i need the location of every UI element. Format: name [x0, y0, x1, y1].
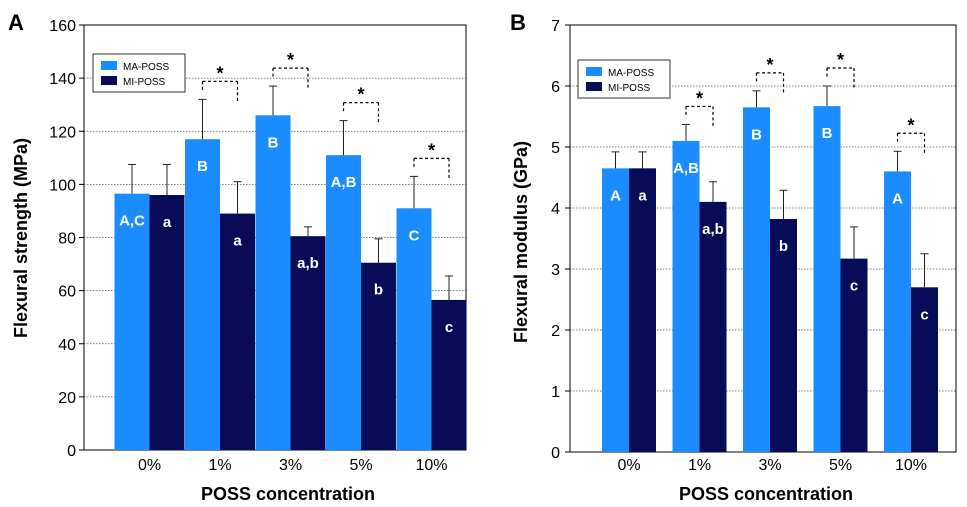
panel-b-label: B	[510, 10, 526, 35]
panel-a-y-tick-label: 140	[49, 71, 76, 88]
panel-b-x-axis-title: POSS concentration	[679, 484, 853, 504]
chart-panel-a: A 0 20 40 60 80 100 120 140 160 A,C a 0% Ba 1% * Ba,b 3%…	[8, 10, 467, 504]
panel-a-y-tick-label: 100	[49, 177, 76, 194]
panel-b-legend-box	[577, 59, 671, 99]
panel-a-bar-letter-label: a	[233, 233, 242, 250]
panel-b-bar-mi-poss	[911, 287, 938, 452]
panel-a-bar-letter-label: A,C	[119, 213, 145, 230]
panel-a-y-tick-label: 60	[58, 284, 76, 301]
panel-a-bar-letter-label: c	[445, 319, 453, 336]
panel-a-bar-ma-poss	[185, 139, 220, 450]
panel-a-plot: 0 20 40 60 80 100 120 140 160 A,C a 0% Ba 1% * Ba,b 3% * A…	[49, 18, 467, 474]
panel-a-bar-letter-label: a	[163, 214, 172, 231]
panel-b-bar-mi-poss	[699, 201, 727, 452]
panel-b-bar-letter-label: B	[822, 125, 833, 142]
panel-b-x-tick-label: 10%	[895, 457, 927, 474]
panel-b-bar-ma-poss	[672, 140, 700, 452]
panel-a-y-tick-label: 160	[49, 18, 76, 35]
panel-a-significance-star: *	[287, 50, 294, 70]
panel-a-legend-label: MI-POSS	[123, 77, 166, 88]
panel-a-x-tick-label: 0%	[138, 457, 161, 474]
panel-b-significance-star: *	[766, 55, 773, 75]
panel-a-bar-ma-poss	[114, 193, 150, 450]
panel-b-x-tick-label: 5%	[829, 457, 852, 474]
panel-b-y-tick-label: 7	[551, 18, 560, 35]
panel-b-y-tick-label: 4	[551, 201, 560, 218]
panel-a-bar-letter-label: B	[197, 158, 208, 175]
panel-b-legend-label: MA-POSS	[608, 68, 654, 79]
panel-a-x-tick-label: 1%	[208, 457, 231, 474]
panel-a-y-tick-label: 40	[58, 337, 76, 354]
panel-a-bar-letter-label: C	[409, 227, 420, 244]
panel-a-significance-star: *	[216, 63, 223, 83]
panel-b-significance-star: *	[907, 115, 914, 135]
panel-b-plot: 0 1 2 3 4 5 6 7 A a 0% A,B a,b 1% * Bb 3% * Bc 5% * Ac 10% * MA-…	[551, 18, 957, 474]
panel-b-bar-letter-label: a	[638, 187, 647, 204]
panel-b-bar-mi-poss	[770, 218, 797, 452]
panel-a-legend-swatch	[101, 76, 117, 85]
panel-b-bar-mi-poss	[629, 168, 656, 452]
panel-a-bar-letter-label: B	[268, 134, 279, 151]
panel-b-significance-star: *	[837, 50, 844, 70]
panel-a-bar-letter-label: a,b	[297, 255, 319, 272]
panel-b-bar-letter-label: A	[610, 187, 621, 204]
panel-a-y-tick-label: 120	[49, 124, 76, 141]
panel-b-legend-label: MI-POSS	[608, 83, 651, 94]
panel-b-legend-swatch	[586, 67, 602, 76]
panel-a-x-tick-label: 10%	[415, 457, 447, 474]
panel-b-y-tick-label: 5	[551, 140, 560, 157]
panel-a-legend-swatch	[101, 61, 117, 70]
panel-a-bar-letter-label: b	[374, 282, 383, 299]
panel-a-bar-mi-poss	[290, 236, 326, 450]
panel-a-bar-mi-poss	[220, 213, 255, 450]
panel-b-bar-letter-label: c	[850, 278, 858, 295]
panel-a-label: A	[8, 10, 24, 35]
panel-b-legend-swatch	[586, 82, 602, 91]
panel-a-x-axis-title: POSS concentration	[201, 484, 375, 504]
panel-b-bar-letter-label: A,B	[673, 160, 699, 177]
panel-a-bar-mi-poss	[361, 262, 396, 450]
chart-panel-b: B 0 1 2 3 4 5 6 7 A a 0% A,B a,b 1% * Bb 3% * Bc 5% * Ac 10% * M…	[510, 10, 957, 504]
panel-b-bar-letter-label: b	[779, 238, 788, 255]
panel-b-bar-ma-poss	[743, 107, 770, 452]
panel-a-x-tick-label: 3%	[279, 457, 302, 474]
panel-a-significance-star: *	[428, 140, 435, 160]
panel-a-bar-ma-poss	[255, 115, 291, 450]
panel-b-bar-ma-poss	[813, 106, 841, 452]
panel-b-significance-star: *	[696, 88, 703, 108]
panel-b-bar-mi-poss	[840, 258, 868, 452]
panel-a-y-axis-title: Flexural strength (MPa)	[11, 138, 31, 338]
panel-a-x-tick-label: 5%	[349, 457, 372, 474]
panel-b-x-tick-label: 0%	[617, 457, 640, 474]
panel-b-bar-letter-label: a,b	[702, 221, 724, 238]
panel-a-y-tick-label: 20	[58, 390, 76, 407]
panel-b-bar-ma-poss	[884, 171, 911, 452]
panel-b-bar-letter-label: B	[751, 126, 762, 143]
panel-a-bar-mi-poss	[149, 195, 185, 450]
panel-b-y-tick-label: 1	[551, 384, 560, 401]
panel-b-y-tick-label: 6	[551, 79, 560, 96]
panel-b-y-tick-label: 2	[551, 323, 560, 340]
panel-b-y-tick-label: 0	[551, 445, 560, 462]
panel-a-bar-letter-label: A,B	[331, 174, 357, 191]
panel-a-y-tick-label: 80	[58, 231, 76, 248]
panel-b-bar-letter-label: c	[920, 306, 928, 323]
panel-b-y-axis-title: Flexural modulus (GPa)	[511, 141, 531, 343]
panel-a-bar-ma-poss	[396, 208, 432, 450]
panel-a-bar-mi-poss	[431, 299, 467, 450]
panel-a-y-tick-label: 0	[67, 443, 76, 460]
panel-b-x-tick-label: 1%	[688, 457, 711, 474]
panel-b-bar-ma-poss	[602, 168, 629, 452]
panel-a-significance-star: *	[357, 85, 364, 105]
panel-b-x-tick-label: 3%	[758, 457, 781, 474]
panel-a-legend-box	[92, 53, 186, 93]
panel-a-legend-label: MA-POSS	[123, 62, 169, 73]
panel-b-bar-letter-label: A	[892, 190, 903, 207]
panel-a-bar-ma-poss	[326, 155, 361, 450]
panel-b-y-tick-label: 3	[551, 262, 560, 279]
